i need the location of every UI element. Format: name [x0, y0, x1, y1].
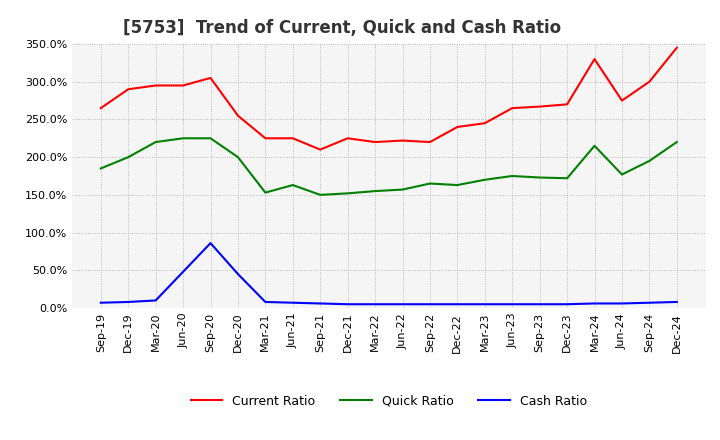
Quick Ratio	[316, 192, 325, 198]
Quick Ratio	[536, 175, 544, 180]
Quick Ratio	[179, 136, 187, 141]
Current Ratio	[179, 83, 187, 88]
Cash Ratio	[206, 241, 215, 246]
Current Ratio	[590, 56, 599, 62]
Cash Ratio	[398, 301, 407, 307]
Quick Ratio	[371, 188, 379, 194]
Quick Ratio	[343, 191, 352, 196]
Cash Ratio	[343, 301, 352, 307]
Current Ratio	[96, 106, 105, 111]
Quick Ratio	[124, 154, 132, 160]
Cash Ratio	[645, 300, 654, 305]
Legend: Current Ratio, Quick Ratio, Cash Ratio: Current Ratio, Quick Ratio, Cash Ratio	[186, 390, 592, 413]
Line: Cash Ratio: Cash Ratio	[101, 243, 677, 304]
Cash Ratio	[151, 298, 160, 303]
Current Ratio	[563, 102, 572, 107]
Cash Ratio	[508, 301, 516, 307]
Current Ratio	[289, 136, 297, 141]
Cash Ratio	[672, 299, 681, 304]
Current Ratio	[426, 139, 434, 145]
Current Ratio	[206, 75, 215, 81]
Current Ratio	[672, 45, 681, 51]
Quick Ratio	[426, 181, 434, 186]
Quick Ratio	[289, 183, 297, 188]
Cash Ratio	[261, 299, 270, 304]
Cash Ratio	[426, 301, 434, 307]
Cash Ratio	[179, 269, 187, 275]
Cash Ratio	[124, 299, 132, 304]
Quick Ratio	[96, 166, 105, 171]
Current Ratio	[645, 79, 654, 84]
Text: [5753]  Trend of Current, Quick and Cash Ratio: [5753] Trend of Current, Quick and Cash …	[122, 19, 561, 37]
Cash Ratio	[536, 301, 544, 307]
Current Ratio	[398, 138, 407, 143]
Current Ratio	[618, 98, 626, 103]
Cash Ratio	[96, 300, 105, 305]
Cash Ratio	[590, 301, 599, 306]
Current Ratio	[536, 104, 544, 109]
Cash Ratio	[316, 301, 325, 306]
Current Ratio	[261, 136, 270, 141]
Quick Ratio	[618, 172, 626, 177]
Cash Ratio	[233, 271, 242, 277]
Cash Ratio	[453, 301, 462, 307]
Cash Ratio	[480, 301, 489, 307]
Quick Ratio	[151, 139, 160, 145]
Current Ratio	[480, 121, 489, 126]
Cash Ratio	[563, 301, 572, 307]
Line: Quick Ratio: Quick Ratio	[101, 138, 677, 195]
Line: Current Ratio: Current Ratio	[101, 48, 677, 150]
Current Ratio	[343, 136, 352, 141]
Current Ratio	[316, 147, 325, 152]
Quick Ratio	[453, 183, 462, 188]
Quick Ratio	[508, 173, 516, 179]
Quick Ratio	[398, 187, 407, 192]
Quick Ratio	[563, 176, 572, 181]
Cash Ratio	[618, 301, 626, 306]
Current Ratio	[233, 113, 242, 118]
Quick Ratio	[672, 139, 681, 145]
Current Ratio	[508, 106, 516, 111]
Quick Ratio	[233, 154, 242, 160]
Quick Ratio	[261, 190, 270, 195]
Current Ratio	[453, 125, 462, 130]
Quick Ratio	[480, 177, 489, 183]
Quick Ratio	[206, 136, 215, 141]
Quick Ratio	[590, 143, 599, 148]
Current Ratio	[151, 83, 160, 88]
Current Ratio	[371, 139, 379, 145]
Quick Ratio	[645, 158, 654, 164]
Cash Ratio	[289, 300, 297, 305]
Cash Ratio	[371, 301, 379, 307]
Current Ratio	[124, 87, 132, 92]
